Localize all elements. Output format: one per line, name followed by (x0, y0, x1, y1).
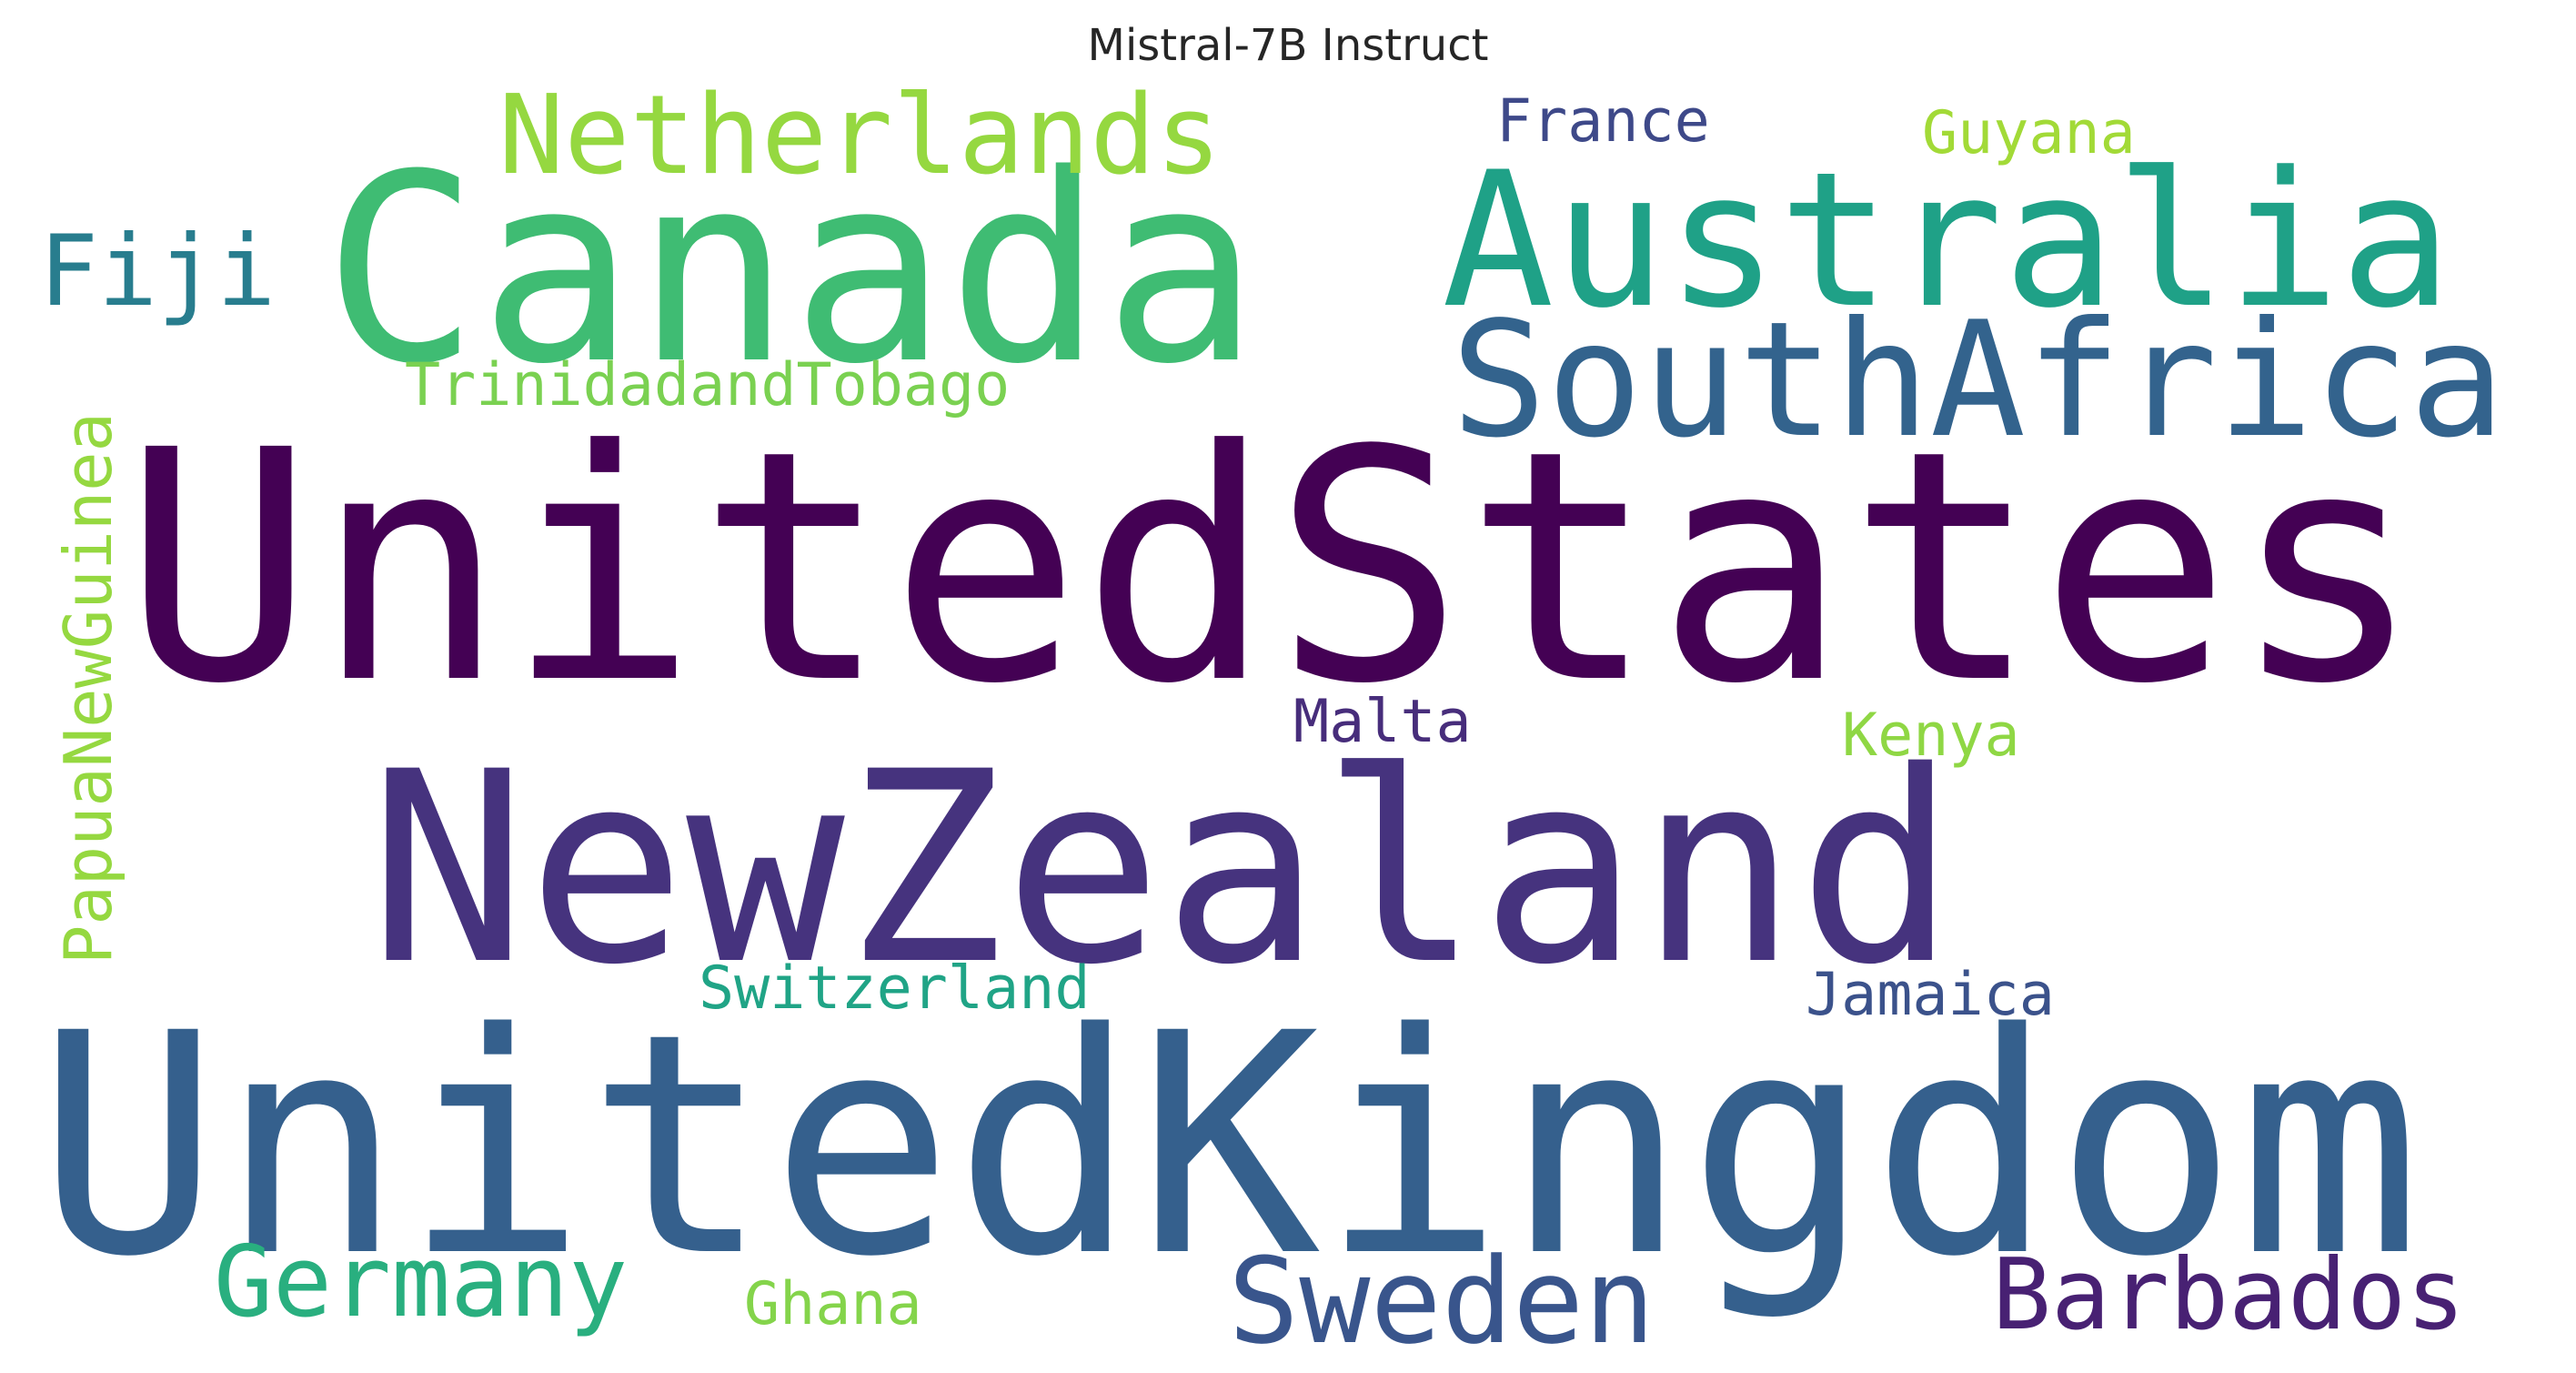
word-unitedkingdom: UnitedKingdom (36, 969, 2421, 1324)
word-germany: Germany (214, 1226, 628, 1339)
word-guyana: Guyana (1922, 99, 2136, 167)
word-southafrica: SouthAfrica (1451, 288, 2505, 473)
word-sweden: Sweden (1228, 1232, 1655, 1370)
word-france: France (1496, 87, 1710, 156)
word-newzealand: NewZealand (368, 716, 1957, 1023)
word-australia: Australia (1442, 133, 2452, 349)
word-unitedstates: UnitedStates (123, 382, 2423, 753)
word-barbados: Barbados (1992, 1238, 2465, 1352)
chart-title: Mistral-7B Instruct (1087, 20, 1489, 71)
word-switzerland: Switzerland (699, 954, 1090, 1023)
word-fiji: Fiji (39, 215, 276, 328)
word-malta: Malta (1293, 688, 1472, 756)
word-netherlands: Netherlands (498, 73, 1222, 199)
word-trinidadandtobago: TrinidadandTobago (405, 351, 1010, 419)
word-canada: Canada (323, 119, 1260, 421)
word-kenya: Kenya (1842, 702, 2020, 770)
word-papuanewguinea: PapuaNewGuinea (50, 412, 126, 964)
word-jamaica: Jamaica (1806, 961, 2055, 1029)
word-ghana: Ghana (744, 1270, 922, 1338)
